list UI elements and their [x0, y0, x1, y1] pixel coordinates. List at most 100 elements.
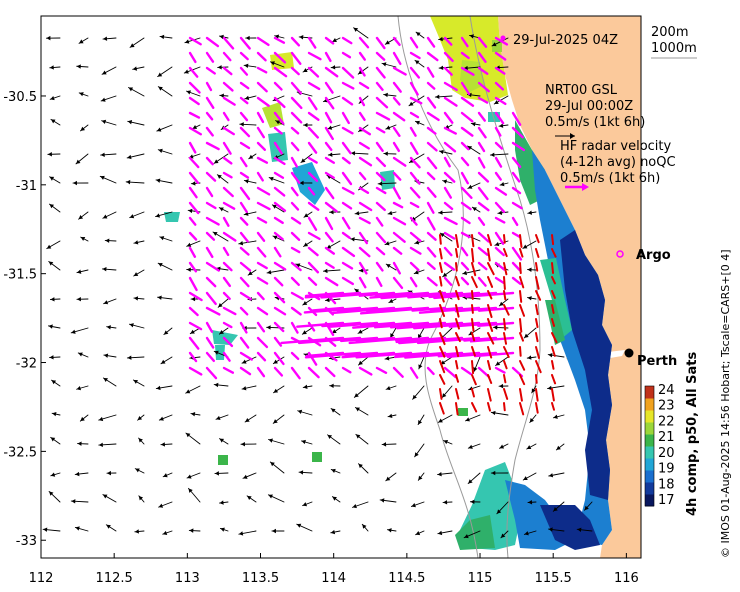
current-vector-head	[270, 61, 275, 66]
current-vector	[341, 246, 356, 258]
current-vector	[307, 231, 321, 241]
current-vector	[426, 186, 437, 198]
current-vector	[341, 231, 351, 239]
colorbar-tick-label: 21	[658, 430, 675, 445]
current-vector	[426, 366, 435, 376]
current-vector	[188, 231, 198, 241]
current-vector-head	[386, 264, 391, 269]
current-vector	[375, 276, 383, 288]
current-vector	[280, 336, 345, 345]
current-vector	[188, 276, 198, 292]
current-vector	[222, 111, 230, 122]
current-vector-head	[418, 475, 423, 481]
current-vector	[551, 346, 556, 357]
current-vector-head	[185, 433, 191, 438]
current-vector	[455, 248, 459, 258]
current-vector-head	[191, 181, 196, 186]
current-vector	[324, 81, 334, 94]
current-vector	[392, 66, 407, 76]
current-vector	[426, 231, 437, 241]
current-vector-head	[266, 325, 271, 330]
current-vector-head	[218, 303, 223, 308]
current-vector	[222, 141, 232, 155]
current-vector	[443, 66, 453, 76]
current-vector-head	[548, 353, 553, 358]
current-vector-head	[494, 241, 500, 247]
current-vector-head	[71, 499, 76, 504]
current-vector	[409, 276, 418, 288]
current-vector	[273, 81, 283, 91]
current-vector	[239, 336, 250, 349]
current-vector-head	[106, 470, 112, 476]
current-vector	[428, 291, 481, 299]
current-vector-head	[184, 39, 190, 44]
current-vector	[494, 51, 507, 61]
radar-scale-arrowhead	[582, 183, 589, 191]
current-vector	[494, 216, 506, 224]
current-vector-head	[358, 70, 363, 75]
current-vector	[358, 51, 366, 61]
current-vector	[290, 216, 302, 225]
current-vector-head	[408, 101, 414, 106]
current-vector	[256, 141, 267, 151]
current-vector	[503, 360, 508, 370]
current-vector	[188, 141, 197, 154]
current-vector	[205, 186, 214, 198]
current-vector	[188, 96, 200, 106]
current-vector-head	[155, 178, 161, 183]
current-vector	[439, 388, 443, 400]
current-vector-head	[130, 43, 135, 48]
current-vector-head	[382, 442, 387, 447]
current-vector-head	[494, 100, 499, 104]
current-vector	[494, 246, 505, 257]
current-vector-head	[71, 329, 76, 334]
current-vector	[375, 171, 386, 182]
current-vector-head	[186, 90, 191, 95]
argo-marker	[616, 250, 624, 258]
current-vector-head	[442, 179, 448, 184]
current-vector	[256, 276, 269, 285]
current-vector	[222, 336, 234, 348]
current-vector-head	[219, 207, 224, 212]
current-vector	[409, 231, 422, 243]
colorbar-swatch	[645, 446, 654, 459]
current-vector	[290, 171, 301, 184]
current-vector	[239, 156, 248, 168]
perth-label: Perth	[637, 354, 677, 369]
current-vector-head	[247, 495, 252, 500]
current-vector-head	[186, 267, 191, 272]
current-vector-head	[326, 244, 332, 249]
current-vector-head	[355, 434, 361, 439]
current-vector	[205, 306, 221, 316]
current-vector-head	[127, 120, 133, 125]
current-vector	[290, 291, 304, 301]
current-vector-head	[414, 60, 420, 65]
current-vector	[551, 304, 555, 314]
current-vector	[426, 171, 436, 181]
current-vector	[426, 81, 436, 90]
current-vector-head	[329, 209, 334, 215]
current-vector	[477, 66, 489, 75]
current-vector	[341, 366, 352, 374]
current-vector	[375, 66, 386, 79]
current-vector-head	[295, 263, 301, 268]
current-vector	[341, 186, 355, 195]
current-vector	[304, 291, 345, 298]
current-vector	[358, 126, 371, 136]
current-vector	[188, 201, 200, 215]
colorbar-tick-label: 17	[658, 493, 675, 508]
current-vector	[205, 246, 214, 259]
current-vector-head	[327, 125, 333, 130]
current-vector	[222, 351, 231, 362]
current-vector	[503, 262, 508, 276]
current-vector-head	[217, 65, 222, 70]
current-vector	[188, 351, 198, 363]
current-vector	[239, 291, 253, 301]
current-vector	[239, 111, 249, 122]
current-vector	[477, 231, 490, 243]
current-vector-head	[133, 296, 139, 301]
current-vector	[375, 36, 386, 50]
current-vector-head	[297, 409, 303, 415]
y-tick-label: -31	[16, 179, 37, 194]
current-vector	[256, 201, 271, 211]
